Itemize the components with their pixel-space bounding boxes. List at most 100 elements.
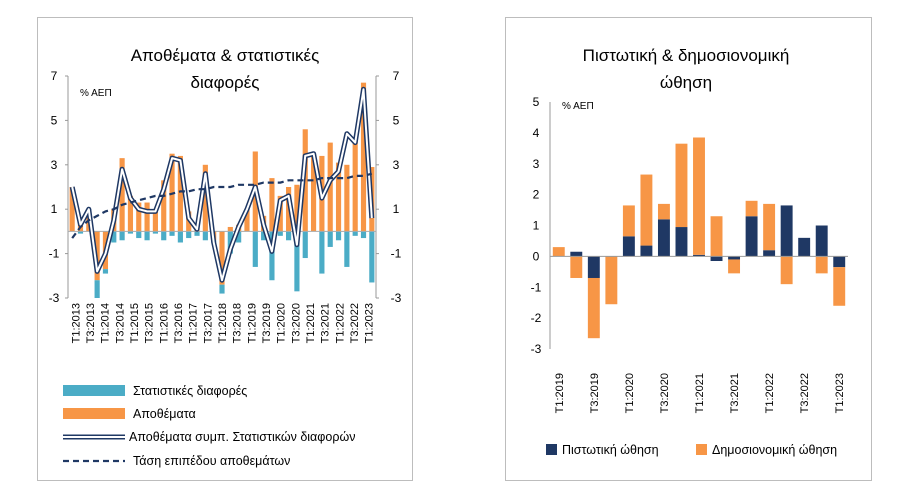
inventories-bar [169,153,175,232]
legend-label-trend: Τάση επιπέδου αποθεμάτων [133,454,290,468]
x-tick-label: T3:2014 [114,303,126,343]
y-tick-left: 5 [51,113,58,127]
x-tick-label: T1:2023 [364,303,376,343]
credit-impulse-bar [570,251,583,257]
inventories-bar [152,209,158,232]
inventories-chart: Αποθέματα & στατιστικές διαφορές % ΑΕΠ 7 7 5 5… [49,46,402,468]
fiscal-impulse-bar [605,256,618,305]
stat-discrepancy-bar [286,231,292,241]
inventories-bar [294,184,300,232]
fiscal-impulse-bar [675,143,688,228]
x-tick-label: T3:2019 [261,303,273,343]
credit-impulse-bar [780,205,793,257]
inventories-bar [69,187,75,232]
legend-label-credit: Πιστωτική ώθηση [562,443,659,457]
x-tick-label: T3:2013 [85,303,97,343]
fiscal-impulse-bar [570,256,583,278]
legend-swatch-inventories [63,408,125,419]
credit-impulse-bar [710,256,723,262]
credit-impulse-bar [622,236,635,257]
inventories-bar [161,180,167,232]
fiscal-impulse-bar [710,216,723,257]
stat-discrepancy-bar [102,269,109,274]
stat-discrepancy-bar [294,231,300,292]
y-tick-left: -3 [49,291,60,305]
legend-label-stat-discrepancies: Στατιστικές διαφορές [133,384,247,398]
stat-discrepancy-bar [327,231,333,247]
fiscal-impulse-bar [622,205,635,237]
legend-swatch-fiscal [696,444,707,455]
stat-discrepancy-bar [111,231,117,243]
stat-discrepancy-bar [127,231,134,234]
x-tick-label: T3:2016 [173,303,185,343]
y-tick-right: 5 [393,113,400,127]
x-tick-label: T1:2022 [764,373,776,413]
chart-title-line1: Αποθέματα & στατιστικές [131,46,320,65]
y-tick: -3 [531,342,542,356]
fiscal-impulse-bar [745,200,758,217]
inventories-bar [310,153,317,232]
impulse-chart: Πιστωτική & δημοσιονομική ώθηση % ΑΕΠ 5 4 3 2 1… [531,46,848,457]
x-tick-label: T3:2015 [144,303,156,343]
y-tick: 4 [533,126,540,140]
fiscal-impulse-bar [640,174,653,246]
stat-discrepancy-bar [352,231,358,236]
x-tick-label: T1:2022 [334,303,346,343]
inventories-bar [136,202,142,232]
y-tick: 1 [533,219,540,233]
y-tick-left: 3 [51,158,58,172]
combined-line [71,88,373,282]
y-tick: 3 [533,157,540,171]
credit-impulse-bar [745,216,758,257]
legend-label-inventories: Αποθέματα [133,407,196,421]
fiscal-impulse-bar [833,267,846,306]
legend-swatch-credit [546,444,557,455]
x-tick-label: T1:2016 [158,303,170,343]
inventories-bar [352,138,358,232]
stat-discrepancy-bar [261,231,267,241]
fiscal-impulse-bar [780,256,793,285]
stat-discrepancy-bar [177,231,183,243]
stat-discrepancy-bar [344,231,350,267]
fiscal-impulse-bar [815,256,828,274]
stat-discrepancy-bar [302,231,308,259]
legend-label-combined: Αποθέματα συμπ. Στατιστικών διαφορών [129,430,355,444]
stat-discrepancy-bar [360,231,367,239]
y-tick-right: -3 [391,291,402,305]
fiscal-impulse-bar [587,277,600,339]
stat-discrepancy-bar [144,231,150,241]
y-tick-right: 3 [393,158,400,172]
x-tick-label: T1:2019 [246,303,258,343]
x-tick-label: T1:2014 [100,303,112,343]
x-tick-label: T1:2013 [70,303,82,343]
x-tick-label: T3:2020 [659,373,671,413]
x-tick-label: T3:2017 [202,303,214,343]
x-tick-label: T3:2018 [232,303,244,343]
credit-impulse-bar [728,256,741,260]
x-tick-label: T3:2022 [349,303,361,343]
stat-discrepancy-bar [277,231,283,236]
x-tick-label: T1:2020 [624,373,636,413]
stat-discrepancy-bar [136,231,142,239]
inventories-bar [269,178,275,232]
inventories-bar [144,202,150,232]
unit-label: % ΑΕΠ [80,88,112,99]
stat-discrepancy-bar [319,231,325,274]
chart-title-line2: διαφορές [191,73,260,92]
stat-discrepancy-bar [269,231,275,281]
credit-impulse-bar [833,256,846,268]
x-tick-label: T1:2015 [129,303,141,343]
chart-title-line1: Πιστωτική & δημοσιονομική [583,46,790,65]
stat-discrepancy-bar [219,284,225,294]
trend-line [71,172,373,239]
inventories-bar [344,164,350,232]
inventories-bar [119,158,125,232]
inventories-bar [327,142,333,232]
legend-label-fiscal: Δημοσιονομική ώθηση [712,443,837,457]
y-tick-right: -1 [391,247,402,261]
inventories-bar [244,209,250,232]
stat-discrepancy-bar [77,231,84,234]
y-tick: 5 [533,95,540,109]
stat-discrepancy-bar [335,231,342,241]
credit-impulse-bar [587,256,600,278]
